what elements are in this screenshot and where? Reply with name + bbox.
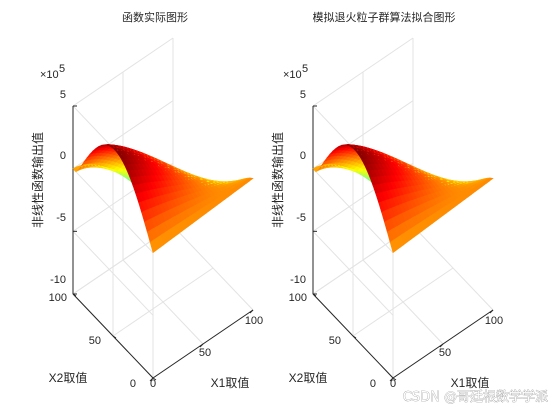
surface-plot-actual: 函数实际图形 ×10 5 5 0 -5 -10 100 50 0 0 50 10… [30, 10, 263, 390]
z-tick-label: 5 [300, 89, 306, 101]
y-axis-label: X2取值 [289, 370, 328, 385]
chart-title: 函数实际图形 [122, 10, 188, 24]
y-tick-label: 100 [289, 292, 307, 304]
y-axis-label: X2取值 [49, 370, 88, 385]
watermark: CSDN @哥廷根数学学派 [403, 389, 548, 405]
y-tick-label: 100 [49, 292, 67, 304]
y-tick-label: 50 [329, 335, 341, 347]
surface-mesh [312, 144, 494, 254]
x-axis-label: X1取值 [451, 375, 490, 390]
z-multiplier: ×10 5 [283, 63, 308, 81]
x-tick [149, 377, 154, 382]
surface-patch [245, 177, 254, 182]
y-tick-label: 0 [130, 378, 136, 390]
y-tick [352, 335, 357, 339]
z-tick-label: 5 [60, 89, 66, 101]
z-tick-label: 0 [60, 150, 66, 162]
x-tick [249, 309, 254, 314]
axes-box [312, 37, 494, 382]
x-tick-label: 100 [485, 315, 503, 327]
grid-line [352, 267, 454, 337]
z-axis-label: 非线性函数输出值 [270, 132, 285, 228]
grid-line [172, 225, 254, 311]
chart-title: 模拟退火粒子群算法拟合图形 [313, 10, 456, 24]
z-multiplier-exponent: 5 [302, 63, 308, 75]
z-multiplier-exponent: 5 [59, 63, 65, 75]
surface-plot-fitted: 模拟退火粒子群算法拟合图形 ×10 5 5 0 -5 -10 100 50 0 … [270, 10, 503, 390]
x-tick [199, 343, 204, 348]
x-axis-label: X1取值 [211, 375, 250, 390]
z-multiplier: ×10 5 [40, 63, 65, 81]
x-tick-label: 50 [439, 347, 451, 359]
x-tick [439, 343, 444, 348]
z-tick-label: -10 [50, 274, 66, 286]
z-tick-label: -5 [296, 212, 306, 224]
z-tick-label: 0 [300, 150, 306, 162]
x-tick-label: 0 [390, 378, 396, 390]
surface-mesh [72, 144, 254, 254]
x-tick [389, 377, 394, 382]
z-multiplier-base: ×10 [283, 69, 302, 81]
y-tick-label: 0 [370, 378, 376, 390]
x-tick-label: 0 [150, 378, 156, 390]
z-tick-label: -5 [56, 212, 66, 224]
y-tick [392, 377, 397, 381]
x-tick [489, 309, 494, 314]
x-tick-label: 50 [199, 347, 211, 359]
z-axis-label: 非线性函数输出值 [30, 132, 45, 228]
y-tick [112, 335, 117, 339]
y-tick [152, 377, 157, 381]
surface-patch [485, 177, 494, 182]
x-tick-label: 100 [245, 315, 263, 327]
z-tick-label: -10 [290, 274, 306, 286]
y-tick-label: 50 [89, 335, 101, 347]
z-multiplier-base: ×10 [40, 69, 59, 81]
grid-line [412, 225, 494, 311]
axes-box [72, 37, 254, 382]
grid-line [112, 267, 214, 337]
